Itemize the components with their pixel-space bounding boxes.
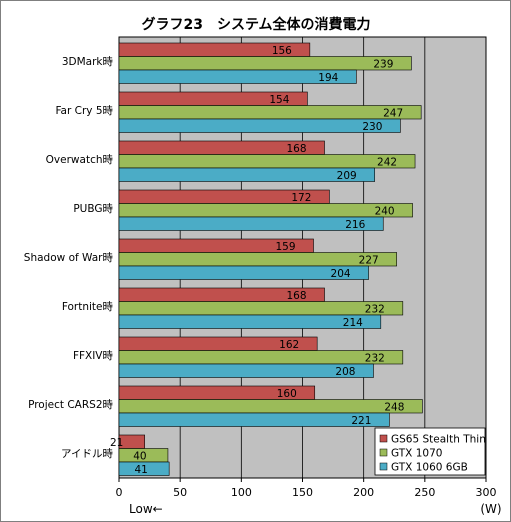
- data-label: 227: [359, 254, 379, 266]
- tick-label: 300: [476, 486, 497, 499]
- bar: [118, 203, 413, 218]
- data-label: 194: [318, 72, 338, 84]
- data-label: 239: [373, 58, 393, 70]
- category-label: Fortnite時: [62, 301, 114, 313]
- data-label: 168: [286, 290, 306, 302]
- data-label: 41: [134, 464, 147, 476]
- bar: [118, 69, 357, 84]
- legend-label: GTX 1060 6GB: [391, 462, 468, 474]
- bar: [118, 252, 397, 267]
- data-label: 216: [345, 219, 365, 231]
- legend: GS65 Stealth Thin GTX 1070 GTX 1060 6GB: [374, 427, 486, 476]
- bar: [118, 412, 390, 427]
- bar: [118, 105, 422, 120]
- data-label: 172: [291, 192, 311, 204]
- bar: [118, 399, 423, 414]
- data-label: 248: [384, 401, 404, 413]
- category-label: FFXIV時: [73, 350, 114, 362]
- bar: [118, 216, 384, 231]
- x-axis-ticks: 0 50 100 150 200 250 300: [116, 478, 497, 499]
- data-label: 247: [383, 107, 403, 119]
- data-label: 40: [133, 450, 146, 462]
- bar: [118, 154, 416, 169]
- category-labels: 3DMark時 Far Cry 5時 Overwatch時 PUBG時 Shadow o…: [24, 56, 114, 460]
- category-label: PUBG時: [73, 203, 113, 215]
- category-label: Overwatch時: [46, 154, 114, 166]
- data-label: 240: [375, 205, 395, 217]
- bar: [118, 363, 374, 378]
- tick-label: 0: [116, 486, 123, 499]
- category-label: アイドル時: [61, 448, 113, 460]
- chart-title: グラフ23 システム全体の消費電力: [141, 16, 370, 33]
- data-label: 242: [377, 156, 397, 168]
- legend-box: [374, 427, 486, 476]
- category-label: Far Cry 5時: [55, 105, 113, 117]
- x-axis-unit-label: (W): [480, 502, 501, 516]
- data-label: 156: [272, 45, 292, 57]
- data-label: 221: [351, 415, 371, 427]
- data-label: 204: [331, 268, 351, 280]
- bar: [118, 118, 401, 133]
- data-label: 168: [286, 143, 306, 155]
- bar: [118, 167, 375, 182]
- category-label: Project CARS2時: [28, 399, 113, 411]
- legend-swatch: [379, 462, 388, 471]
- data-label: 209: [337, 170, 357, 182]
- bar: [118, 56, 412, 71]
- data-label: 230: [362, 121, 382, 133]
- data-label: 232: [365, 352, 385, 364]
- data-label: 162: [279, 339, 299, 351]
- category-label: Shadow of War時: [24, 252, 114, 264]
- tick-label: 50: [173, 486, 187, 499]
- tick-label: 200: [353, 486, 374, 499]
- tick-label: 150: [292, 486, 313, 499]
- data-label: 232: [365, 303, 385, 315]
- bar: [118, 314, 382, 329]
- legend-swatch: [379, 434, 388, 443]
- bar: [118, 350, 404, 365]
- data-label: 21: [110, 437, 123, 449]
- bar: [118, 265, 369, 280]
- data-label: 154: [269, 94, 289, 106]
- data-label: 208: [335, 366, 355, 378]
- data-label: 214: [343, 317, 363, 329]
- legend-label: GTX 1070: [391, 448, 442, 460]
- category-label: 3DMark時: [62, 56, 114, 68]
- data-label: 159: [275, 241, 295, 253]
- legend-swatch: [379, 448, 388, 457]
- tick-label: 250: [414, 486, 435, 499]
- data-label: 160: [277, 388, 297, 400]
- direction-label: Low←: [129, 502, 163, 516]
- bar: [118, 461, 170, 476]
- bar: [118, 301, 404, 316]
- tick-label: 100: [231, 486, 252, 499]
- legend-label: GS65 Stealth Thin: [391, 434, 486, 446]
